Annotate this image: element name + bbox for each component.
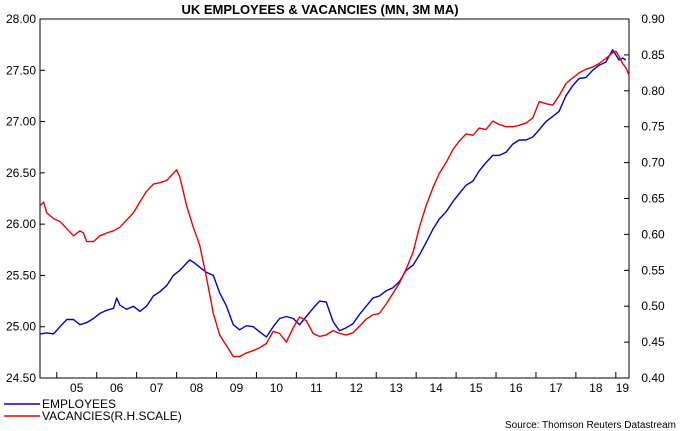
x-tick-label: 18 — [589, 381, 603, 395]
x-tick-label: 10 — [270, 381, 284, 395]
x-tick-label: 09 — [230, 381, 244, 395]
right-axis: 0.40 0.45 0.50 0.55 0.60 0.65 0.70 0.75 0.80 0.85… — [624, 12, 665, 385]
right-tick-label: 0.60 — [641, 227, 665, 241]
left-tick-label: 28.00 — [6, 12, 36, 26]
left-tick-label: 27.50 — [6, 63, 36, 77]
legend-label: VACANCIES(R.H.SCALE) — [42, 409, 182, 423]
x-tick-label: 12 — [350, 381, 364, 395]
x-axis: 05 06 07 08 09 10 11 12 13 14 15 16 17 18 19 — [56, 372, 630, 395]
series-line-vacancies — [39, 50, 630, 358]
right-tick-label: 0.90 — [641, 12, 665, 26]
right-tick-label: 0.70 — [641, 156, 665, 170]
x-tick-label: 05 — [70, 381, 84, 395]
left-tick-label: 26.50 — [6, 166, 36, 180]
x-tick-label: 07 — [150, 381, 164, 395]
x-tick-label: 11 — [310, 381, 323, 395]
right-tick-label: 0.55 — [641, 263, 665, 277]
left-tick-label: 25.50 — [6, 268, 36, 282]
series-lines — [39, 49, 630, 358]
left-tick-label: 25.00 — [6, 320, 36, 334]
left-tick-label: 26.00 — [6, 217, 36, 231]
right-tick-label: 0.50 — [641, 299, 665, 313]
x-tick-label: 17 — [549, 381, 563, 395]
right-tick-label: 0.40 — [641, 371, 665, 385]
right-tick-label: 0.45 — [641, 335, 665, 349]
x-tick-label: 08 — [190, 381, 204, 395]
right-tick-label: 0.75 — [641, 120, 665, 134]
chart-title: UK EMPLOYEES & VACANCIES (MN, 3M MA) — [181, 2, 458, 17]
legend-label: EMPLOYEES — [42, 397, 116, 411]
x-tick-label: 16 — [509, 381, 523, 395]
x-tick-label: 06 — [110, 381, 124, 395]
x-tick-label: 14 — [429, 381, 443, 395]
right-tick-label: 0.80 — [641, 84, 665, 98]
x-tick-label: 19 — [616, 381, 630, 395]
source-note: Source: Thomson Reuters Datastream — [505, 420, 676, 431]
x-tick-label: 15 — [469, 381, 483, 395]
x-tick-label: 13 — [390, 381, 404, 395]
right-tick-label: 0.85 — [641, 48, 665, 62]
left-tick-label: 27.00 — [6, 115, 36, 129]
left-tick-label: 24.50 — [6, 371, 36, 385]
series-line-employees — [39, 49, 627, 338]
right-tick-label: 0.65 — [641, 192, 665, 206]
left-axis: 24.50 25.00 25.50 26.00 26.50 27.00 27.50 28.00 — [6, 12, 45, 385]
